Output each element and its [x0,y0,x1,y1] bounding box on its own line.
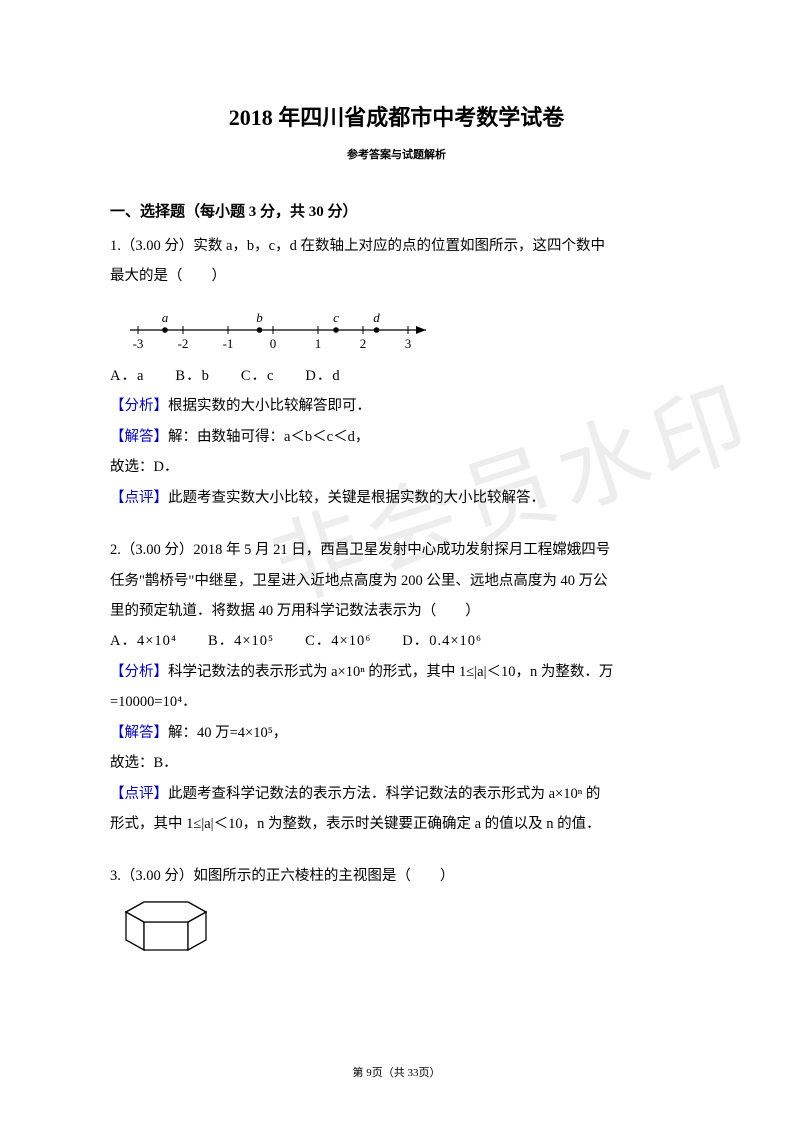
number-line-diagram: -3 -2 -1 0 1 2 3 a b c d [110,300,683,355]
q2-options: A．4×10⁴ B．4×10⁵ C．4×10⁶ D．0.4×10⁶ [110,626,683,656]
page-title: 2018 年四川省成都市中考数学试卷 [110,100,683,132]
review-label: 【点评】 [110,490,168,506]
q1-stem-1: 1.（3.00 分）实数 a，b，c，d 在数轴上对应的点的位置如图所示，这四个… [110,231,683,261]
svg-text:-1: -1 [223,336,234,350]
q1-review: 【点评】此题考查实数大小比较，关键是根据实数的大小比较解答． [110,483,683,513]
q1-analysis-text: 根据实数的大小比较解答即可． [168,398,371,414]
q2-review-2: 形式，其中 1≤|a|＜10，n 为整数，表示时关键要正确确定 a 的值以及 n… [110,809,683,839]
q1-stem-2: 最大的是（ ） [110,261,683,291]
q2-stem-1: 2.（3.00 分）2018 年 5 月 21 日，西昌卫星发射中心成功发射探月… [110,535,683,565]
answer-label: 【解答】 [110,725,168,741]
analysis-label: 【分析】 [110,664,168,680]
q1-options: A．a B．b C．c D．d [110,361,683,391]
q1-answer: 【解答】解：由数轴可得：a＜b＜c＜d， [110,422,683,452]
hexagonal-prism-diagram [116,898,683,961]
page-footer: 第 9页（共 33页） [0,1064,793,1080]
page-subtitle: 参考答案与试题解析 [110,146,683,162]
q1-answer-text: 解：由数轴可得：a＜b＜c＜d， [168,429,369,445]
svg-text:2: 2 [360,336,367,350]
section-header: 一、选择题（每小题 3 分，共 30 分） [110,200,683,221]
q2-review: 【点评】此题考查科学记数法的表示方法．科学记数法的表示形式为 a×10ⁿ 的 [110,779,683,809]
q3-stem: 3.（3.00 分）如图所示的正六棱柱的主视图是（ ） [110,861,683,891]
q2-analysis-2: =10000=10⁴． [110,687,683,717]
q2-stem-2: 任务"鹊桥号"中继星，卫星进入近地点高度为 200 公里、远地点高度为 40 万… [110,566,683,596]
svg-text:1: 1 [315,336,322,350]
svg-text:3: 3 [405,336,412,350]
q2-answer: 【解答】解：40 万=4×10⁵， [110,718,683,748]
q1-review-text: 此题考查实数大小比较，关键是根据实数的大小比较解答． [168,490,545,506]
svg-text:d: d [373,310,380,325]
q2-answer-2: 故选：B． [110,748,683,778]
q1-answer-2: 故选：D． [110,452,683,482]
svg-text:b: b [256,310,263,325]
q2-analysis-text: 科学记数法的表示形式为 a×10ⁿ 的形式，其中 1≤|a|＜10，n 为整数．… [168,664,613,680]
svg-text:-2: -2 [178,336,189,350]
answer-label: 【解答】 [110,429,168,445]
q2-answer-text: 解：40 万=4×10⁵， [168,725,287,741]
q2-review-text: 此题考查科学记数法的表示方法．科学记数法的表示形式为 a×10ⁿ 的 [168,786,600,802]
q1-analysis: 【分析】根据实数的大小比较解答即可． [110,391,683,421]
svg-text:a: a [162,310,169,325]
q2-stem-3: 里的预定轨道．将数据 40 万用科学记数法表示为（ ） [110,596,683,626]
svg-text:0: 0 [270,336,277,350]
svg-text:-3: -3 [133,336,144,350]
review-label: 【点评】 [110,786,168,802]
svg-text:c: c [333,310,339,325]
q2-analysis: 【分析】科学记数法的表示形式为 a×10ⁿ 的形式，其中 1≤|a|＜10，n … [110,657,683,687]
analysis-label: 【分析】 [110,398,168,414]
